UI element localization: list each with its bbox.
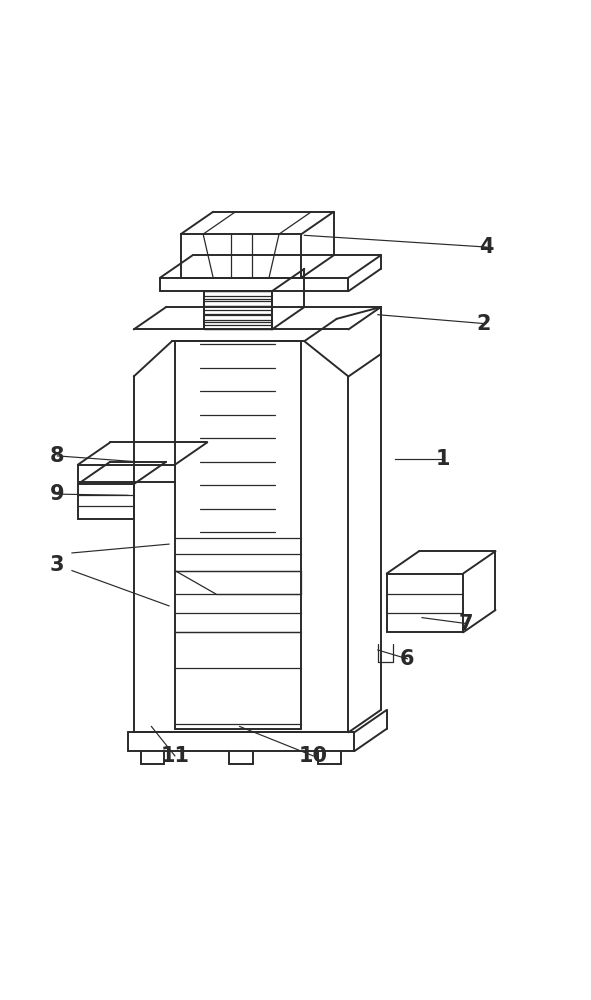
Text: 11: 11 bbox=[160, 746, 189, 766]
Bar bbox=[387, 574, 463, 632]
Text: 7: 7 bbox=[459, 614, 473, 634]
Text: 8: 8 bbox=[50, 446, 64, 466]
Text: 10: 10 bbox=[298, 746, 327, 766]
Text: 3: 3 bbox=[50, 555, 64, 575]
Text: 1: 1 bbox=[436, 449, 450, 469]
Text: 6: 6 bbox=[400, 649, 414, 669]
Bar bbox=[78, 484, 134, 519]
Text: 9: 9 bbox=[50, 484, 64, 504]
Text: 4: 4 bbox=[479, 237, 494, 257]
Text: 2: 2 bbox=[476, 314, 491, 334]
